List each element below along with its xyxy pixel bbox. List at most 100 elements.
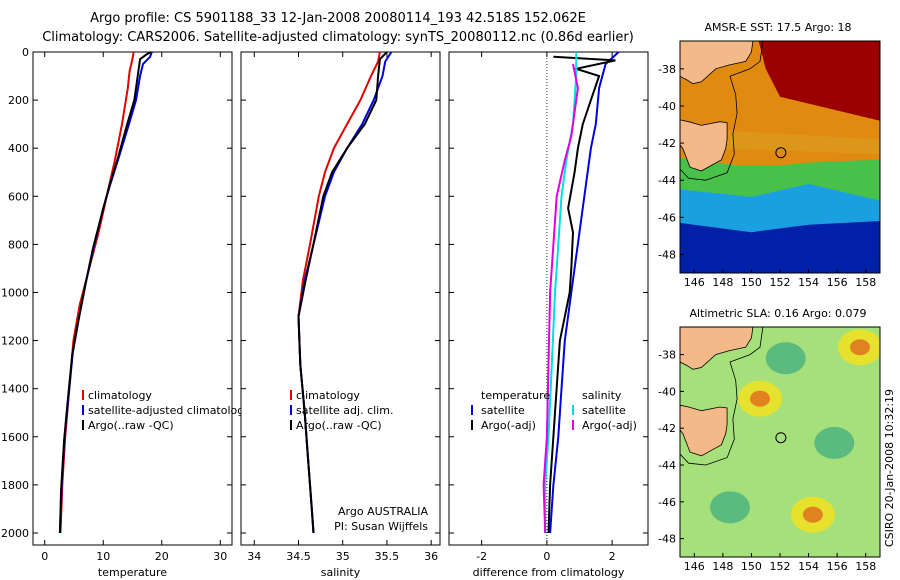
map-x-tick-label: 154 [798, 276, 819, 289]
map-y-tick-label: -42 [658, 137, 676, 150]
y-tick-label: 600 [8, 190, 29, 203]
sst-band [680, 128, 880, 155]
series-line [549, 51, 620, 534]
temperature-panel: 0 10 20 30 0 200 400 600 800 1000 1200 1400 1600 1800… [1, 46, 251, 579]
header-line-2: Climatology: CARS2006. Satellite-adjuste… [42, 30, 634, 45]
y-tick-label: 0 [22, 46, 29, 59]
series-line [58, 51, 152, 534]
map-y-tick-label: -40 [658, 385, 676, 398]
map-y-tick-label: -46 [658, 496, 676, 509]
x-tick-label: 0 [41, 550, 48, 563]
map-x-tick-label: 150 [741, 560, 762, 573]
map-y-tick-label: -48 [658, 248, 676, 261]
series-line [547, 55, 616, 534]
legend-label: climatology [88, 389, 152, 402]
argo-marker [775, 432, 787, 444]
series-line [544, 52, 578, 533]
sst-map-title: AMSR-E SST: 17.5 Argo: 18 [704, 21, 851, 34]
sla-high-core [850, 339, 870, 356]
legend-label: Argo(..raw -QC) [88, 419, 174, 432]
legend-label: satellite adj. clim. [296, 404, 393, 417]
sst-map: 146 148 150 152 154 156 158 -38 -40 -42 -44 -46 -48 [658, 40, 881, 289]
legend-label: satellite-adjusted climatology [88, 404, 251, 417]
legend-label: climatology [296, 389, 360, 402]
map-y-tick-label: -44 [658, 459, 676, 472]
land-mainland [680, 41, 754, 85]
x-tick-label: 35 [336, 550, 350, 563]
map-y-tick-label: -40 [658, 100, 676, 113]
isobath [680, 41, 764, 181]
x-tick-label: 10 [96, 550, 110, 563]
note-line: PI: Susan Wijffels [334, 520, 428, 533]
sst-band [758, 41, 880, 121]
map-x-tick-label: 154 [798, 560, 819, 573]
map-y-tick-label: -46 [658, 211, 676, 224]
y-tick-label: 1600 [1, 431, 29, 444]
map-y-tick-label: -44 [658, 174, 676, 187]
argo-marker [775, 147, 787, 159]
sla-low [765, 342, 806, 375]
y-tick-label: 200 [8, 94, 29, 107]
x-axis-label: salinity [321, 566, 361, 579]
map-field [680, 41, 880, 273]
x-tick-label: 30 [213, 550, 227, 563]
y-tick-label: 1000 [1, 286, 29, 299]
map-x-tick-label: 158 [855, 560, 876, 573]
map-y-tick-label: -42 [658, 422, 676, 435]
sla-map: 146 148 150 152 154 156 158 -38 -40 -42 -44 -46 -48 [658, 326, 881, 573]
map-x-tick-label: 156 [827, 560, 848, 573]
x-axis-label: temperature [98, 566, 167, 579]
isobath [680, 327, 764, 466]
y-tick-label: 1800 [1, 479, 29, 492]
salinity-panel: 34 34.5 35 35.5 36 salinity climatology satelli… [240, 51, 441, 579]
sla-low [710, 491, 750, 524]
difference-panel: -2 0 2 difference from climatology temperatu… [448, 51, 649, 579]
map-x-tick-label: 156 [827, 276, 848, 289]
side-label: CSIRO 20-Jan-2008 10:32:19 [883, 389, 896, 547]
series-line [297, 51, 388, 534]
x-tick-label: 0 [543, 550, 550, 563]
land-mainland [680, 327, 754, 370]
sla-high-core [750, 390, 770, 407]
panel-frame [32, 51, 233, 546]
map-x-tick-label: 158 [855, 276, 876, 289]
y-tick-label: 1200 [1, 335, 29, 348]
series-line [542, 63, 579, 534]
land-tasmania [680, 404, 728, 457]
x-tick-label: 34.5 [286, 550, 311, 563]
map-y-tick-label: -48 [658, 533, 676, 546]
y-tick-label: 400 [8, 142, 29, 155]
sla-low [814, 426, 855, 459]
map-x-tick-label: 150 [741, 276, 762, 289]
map-y-tick-label: -38 [658, 349, 676, 362]
map-field [680, 327, 880, 557]
x-tick-label: 36 [424, 550, 438, 563]
x-tick-label: -2 [476, 550, 487, 563]
legend-title: temperature [481, 389, 550, 402]
map-x-tick-label: 152 [770, 276, 791, 289]
land-tasmania [680, 119, 728, 172]
map-x-tick-label: 148 [712, 276, 733, 289]
map-x-tick-label: 146 [684, 560, 705, 573]
y-tick-label: 2000 [1, 527, 29, 540]
x-tick-label: 34 [247, 550, 261, 563]
x-tick-label: 2 [609, 550, 616, 563]
map-y-tick-label: -38 [658, 63, 676, 76]
legend-label: satellite [582, 404, 626, 417]
legend-label: Argo(-adj) [582, 419, 637, 432]
map-x-tick-label: 146 [684, 276, 705, 289]
legend-title: salinity [582, 389, 622, 402]
x-axis-label: difference from climatology [473, 566, 625, 579]
x-tick-label: 20 [155, 550, 169, 563]
legend-label: Argo(..raw -QC) [296, 419, 382, 432]
legend-label: satellite [481, 404, 525, 417]
sla-high-core [802, 506, 823, 523]
panel-frame [448, 51, 649, 546]
x-tick-label: 35.5 [375, 550, 400, 563]
note-line: Argo AUSTRALIA [338, 505, 428, 518]
header-line-1: Argo profile: CS 5901188_33 12-Jan-2008 … [90, 11, 586, 26]
y-tick-label: 1400 [1, 383, 29, 396]
map-x-tick-label: 148 [712, 560, 733, 573]
sla-map-title: Altimetric SLA: 0.16 Argo: 0.079 [689, 307, 866, 320]
